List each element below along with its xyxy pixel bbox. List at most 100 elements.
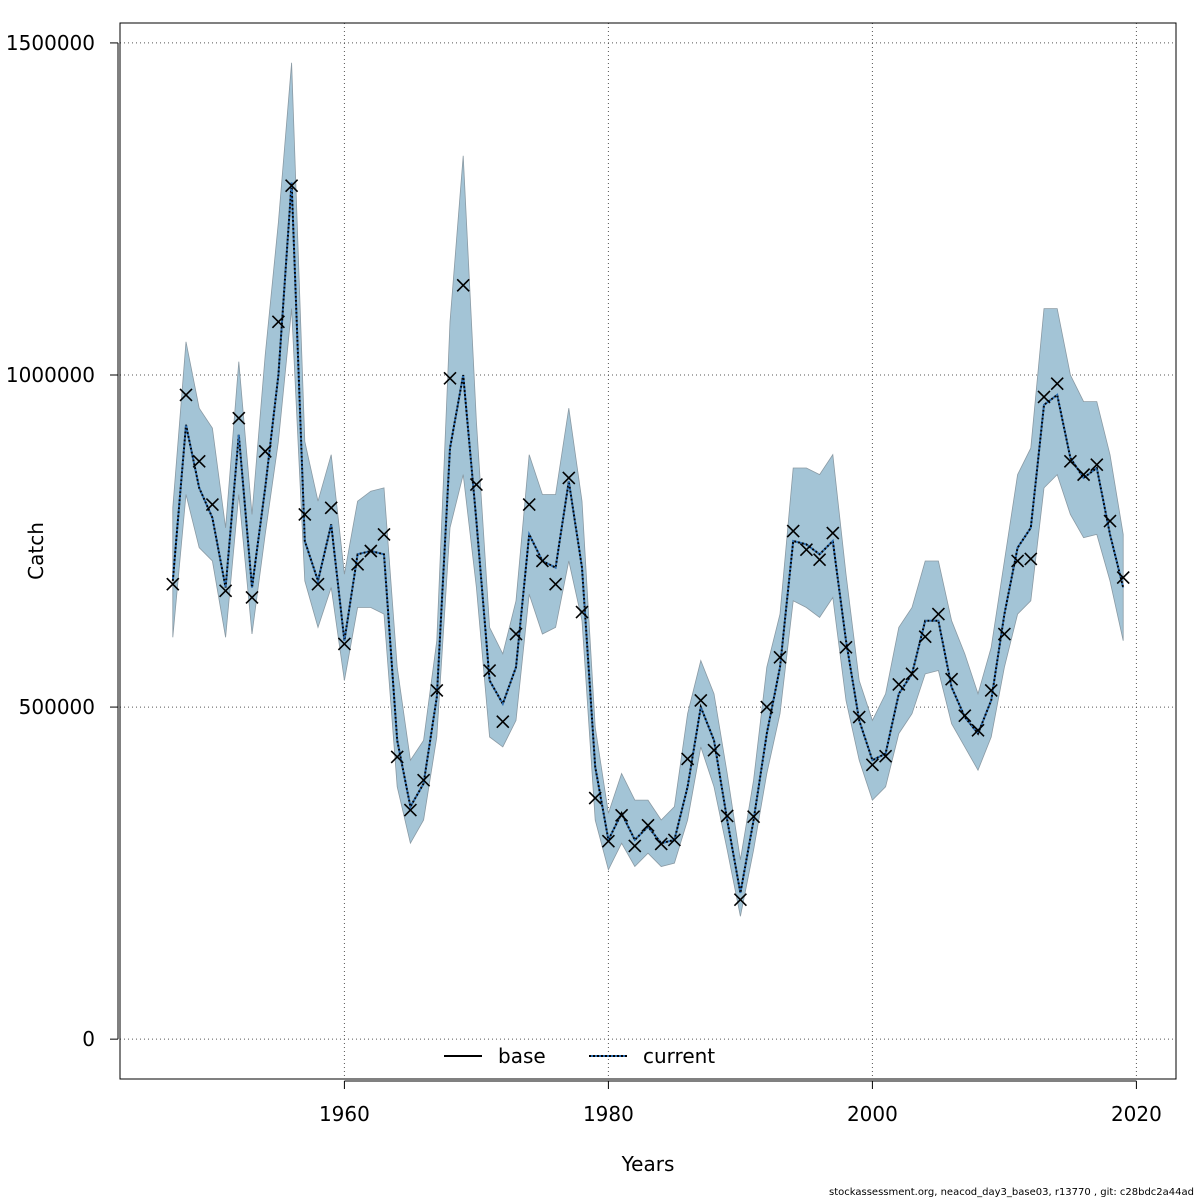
point-stroke	[839, 640, 853, 654]
observed-point	[1063, 454, 1077, 468]
point-stroke	[1050, 377, 1064, 391]
observed-point	[588, 791, 602, 805]
point-stroke	[984, 683, 998, 698]
observed-point	[311, 577, 325, 591]
y-tick-label: 1000000	[6, 363, 95, 387]
observed-point	[219, 584, 233, 598]
legend-item-current: current	[589, 1044, 715, 1068]
observed-point	[377, 527, 391, 541]
observed-point	[192, 454, 206, 468]
observed-point	[931, 607, 945, 621]
observed-point	[799, 543, 813, 557]
observed-point	[1103, 514, 1117, 528]
legend: base current	[444, 1044, 715, 1068]
point-stroke	[311, 577, 325, 591]
observed-point	[694, 693, 708, 707]
observed-point	[430, 683, 444, 698]
observed-point	[905, 667, 919, 681]
observed-point	[298, 507, 312, 522]
point-stroke	[1103, 514, 1117, 528]
point-stroke	[813, 553, 827, 567]
observed-point	[958, 709, 972, 723]
point-stroke	[351, 557, 365, 571]
point-stroke	[509, 627, 523, 641]
point-stroke	[747, 810, 761, 824]
point-stroke	[245, 590, 259, 605]
point-stroke	[1024, 552, 1038, 566]
point-stroke	[681, 752, 695, 766]
point-stroke	[205, 497, 219, 512]
plot-frame	[119, 22, 1177, 1080]
observed-point	[443, 371, 457, 385]
observed-point	[945, 672, 959, 686]
observed-point	[469, 478, 483, 492]
observed-point	[971, 723, 985, 737]
point-stroke	[905, 667, 919, 681]
confidence-band-area	[172, 62, 1124, 917]
point-stroke	[522, 497, 536, 512]
observed-point	[205, 497, 219, 512]
x-axis-title: Years	[621, 1152, 675, 1176]
point-stroke	[337, 637, 351, 651]
point-stroke	[733, 893, 747, 907]
observed-point	[747, 810, 761, 824]
observed-point	[601, 834, 615, 848]
point-stroke	[364, 544, 378, 558]
observed-point	[509, 627, 523, 641]
point-stroke	[641, 818, 655, 832]
observed-point	[997, 627, 1011, 641]
observed-point	[813, 553, 827, 567]
observed-point	[245, 590, 259, 605]
observed-point	[1050, 377, 1064, 391]
observed-point	[720, 809, 734, 823]
y-tick-label: 0	[82, 1027, 95, 1051]
observed-point	[403, 803, 417, 817]
series-line-current-blue	[171, 182, 1125, 894]
legend-label-current: current	[643, 1044, 715, 1068]
observed-point	[839, 640, 853, 654]
observed-point	[1090, 458, 1104, 472]
point-stroke	[535, 554, 549, 568]
x-tick-label: 1980	[583, 1102, 634, 1126]
observed-point	[628, 839, 642, 853]
point-stroke	[958, 709, 972, 723]
observed-point	[918, 630, 932, 644]
observed-point	[496, 715, 510, 729]
x-axis: 1960 1980 2000 2020	[319, 1080, 1162, 1126]
observed-point	[786, 524, 800, 538]
point-stroke	[654, 837, 668, 851]
point-stroke	[799, 543, 813, 557]
point-stroke	[179, 388, 193, 402]
legend-label-base: base	[498, 1044, 546, 1068]
observed-point	[417, 773, 431, 787]
x-tick-label: 2000	[847, 1102, 898, 1126]
point-stroke	[390, 750, 404, 764]
observed-point	[773, 650, 787, 664]
point-stroke	[615, 808, 629, 822]
observed-point	[1037, 390, 1051, 404]
observed-point	[522, 497, 536, 512]
point-stroke	[918, 630, 932, 644]
observed-point	[271, 315, 285, 329]
y-axis-title: Catch	[24, 522, 48, 580]
point-stroke	[377, 527, 391, 541]
observed-point	[324, 501, 338, 515]
point-stroke	[575, 605, 589, 619]
observed-point	[179, 388, 193, 402]
observed-point	[707, 743, 721, 757]
confidence-band	[172, 62, 1124, 917]
point-stroke	[971, 723, 985, 737]
y-tick-label: 1500000	[6, 31, 95, 55]
point-stroke	[403, 803, 417, 817]
observed-point	[760, 700, 774, 714]
point-stroke	[496, 715, 510, 729]
point-stroke	[1063, 454, 1077, 468]
observed-point	[1116, 571, 1130, 585]
point-stroke	[285, 179, 299, 193]
point-stroke	[892, 677, 906, 692]
observed-points	[166, 179, 1130, 907]
footer-note: stockassessment.org, neacod_day3_base03,…	[829, 1187, 1194, 1198]
observed-point	[549, 577, 563, 591]
observed-point	[1077, 468, 1091, 482]
